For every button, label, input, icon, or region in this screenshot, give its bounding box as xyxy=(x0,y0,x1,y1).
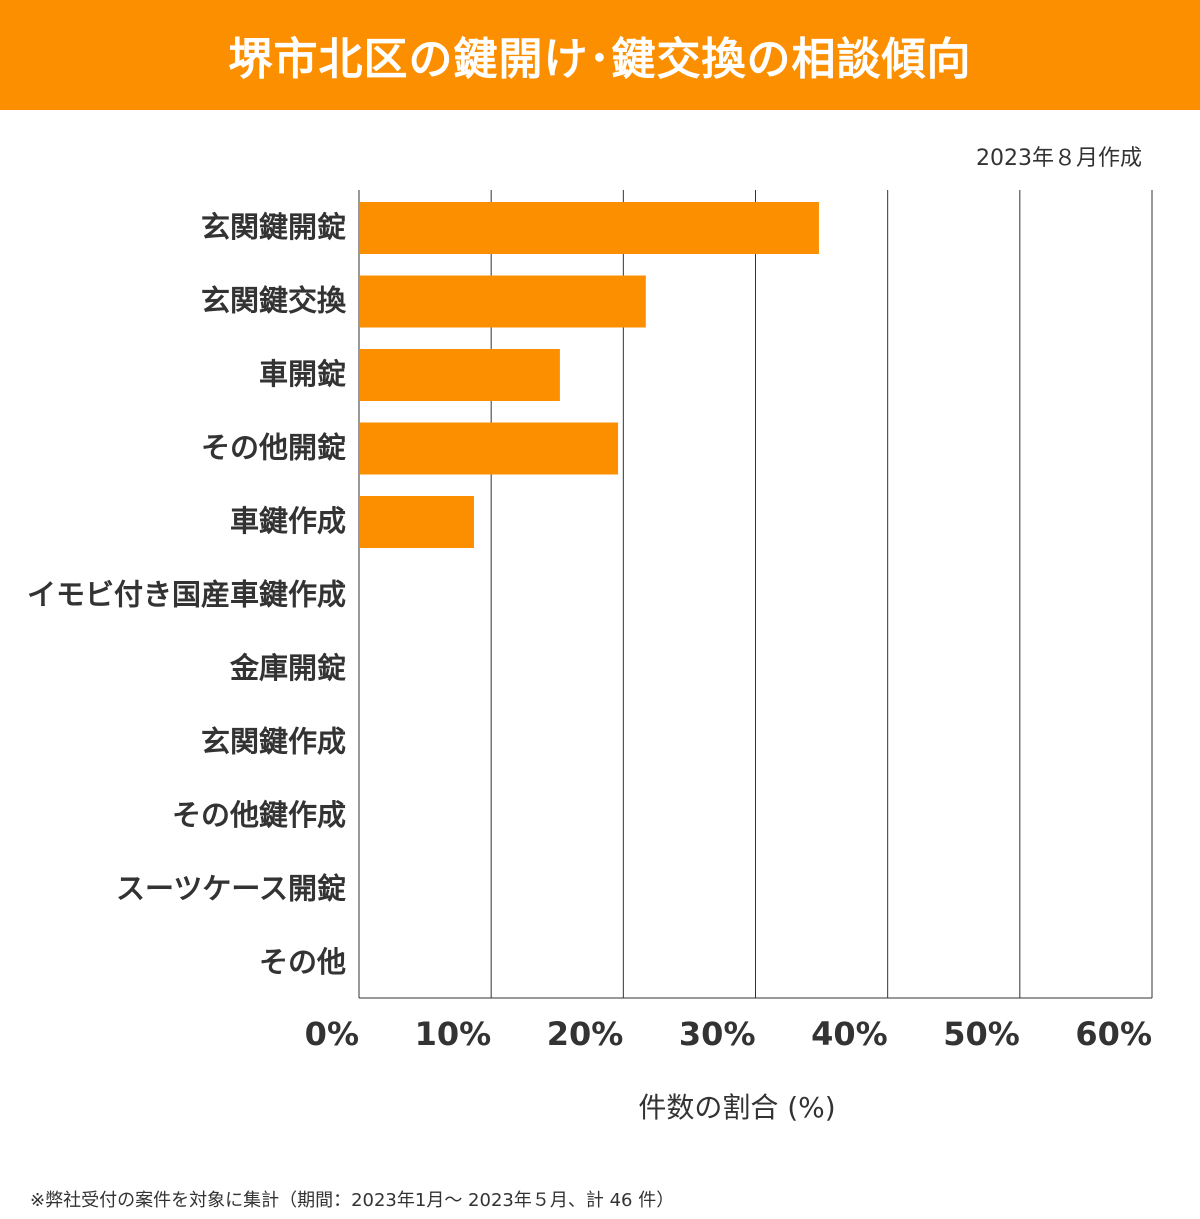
bar xyxy=(360,349,560,401)
category-label: スーツケース開錠 xyxy=(116,872,346,906)
x-tick-label: 0% xyxy=(305,1015,359,1053)
category-label: 車開錠 xyxy=(259,357,346,391)
x-tick-label: 20% xyxy=(547,1015,624,1053)
bar xyxy=(360,422,619,475)
x-tick-label: 60% xyxy=(1075,1015,1152,1053)
x-tick-label: 10% xyxy=(415,1015,492,1053)
page-title: 堺市北区の鍵開け･鍵交換の相談傾向 xyxy=(228,34,972,85)
category-label: 金庫開錠 xyxy=(229,651,346,685)
category-label: その他開錠 xyxy=(201,431,346,465)
category-label: その他 xyxy=(259,945,346,979)
category-label: イモビ付き国産車鍵作成 xyxy=(27,578,346,612)
category-label: 玄関鍵交換 xyxy=(201,284,347,318)
created-date: 2023年８月作成 xyxy=(976,146,1142,171)
x-tick-label: 40% xyxy=(811,1015,888,1053)
x-tick-label: 50% xyxy=(943,1015,1020,1053)
footnote: ※弊社受付の案件を対象に集計（期間：2023年1月～ 2023年５月、計 46 … xyxy=(30,1190,675,1211)
x-axis-label: 件数の割合 (%) xyxy=(638,1091,835,1124)
bar xyxy=(360,275,646,328)
category-label: その他鍵作成 xyxy=(172,798,346,832)
bar xyxy=(360,496,474,548)
title-banner: 堺市北区の鍵開け･鍵交換の相談傾向 xyxy=(0,0,1200,110)
category-label: 玄関鍵作成 xyxy=(201,725,346,759)
x-tick-label: 30% xyxy=(679,1015,756,1053)
bar xyxy=(360,202,819,254)
category-label: 車鍵作成 xyxy=(230,504,346,538)
category-label: 玄関鍵開錠 xyxy=(201,210,346,244)
